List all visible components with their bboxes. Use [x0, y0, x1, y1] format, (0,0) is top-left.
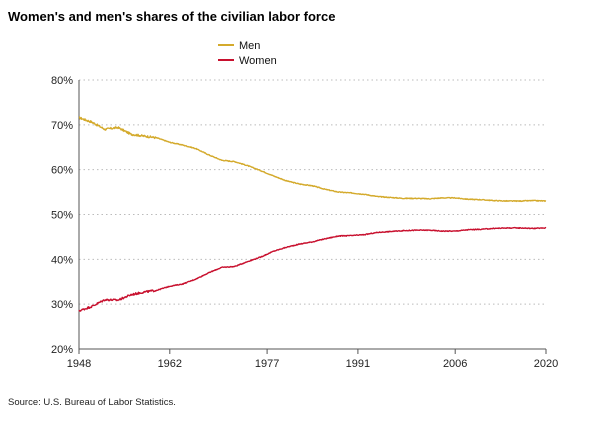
y-tick-label: 30% — [51, 299, 73, 311]
y-tick-label: 80% — [51, 75, 73, 87]
x-tick-label: 1948 — [67, 358, 91, 370]
axes: 20% 30% 40% 50% 60% 70% 80% 1948 1962 1977 1991 200… — [51, 75, 558, 370]
series-line-men — [78, 116, 547, 203]
legend-label-men: Men — [239, 40, 260, 52]
source-note: Source: U.S. Bureau of Labor Statistics. — [8, 397, 176, 408]
series-line-women — [78, 226, 547, 312]
x-tick-label: 1991 — [346, 358, 370, 370]
gridlines — [79, 79, 546, 305]
y-tick-label: 50% — [51, 210, 73, 222]
x-tick-label: 1977 — [255, 358, 279, 370]
y-tick-label: 20% — [51, 344, 73, 356]
x-tick-label: 2006 — [443, 358, 467, 370]
x-tick-label: 2020 — [534, 358, 558, 370]
chart-title: Women's and men's shares of the civilian… — [8, 9, 336, 24]
y-tick-label: 40% — [51, 254, 73, 266]
y-tick-label: 60% — [51, 165, 73, 177]
legend-label-women: Women — [239, 55, 277, 67]
series-lines — [78, 116, 547, 312]
y-tick-label: 70% — [51, 120, 73, 132]
x-tick-label: 1962 — [158, 358, 182, 370]
legend: Men Women — [218, 40, 277, 67]
